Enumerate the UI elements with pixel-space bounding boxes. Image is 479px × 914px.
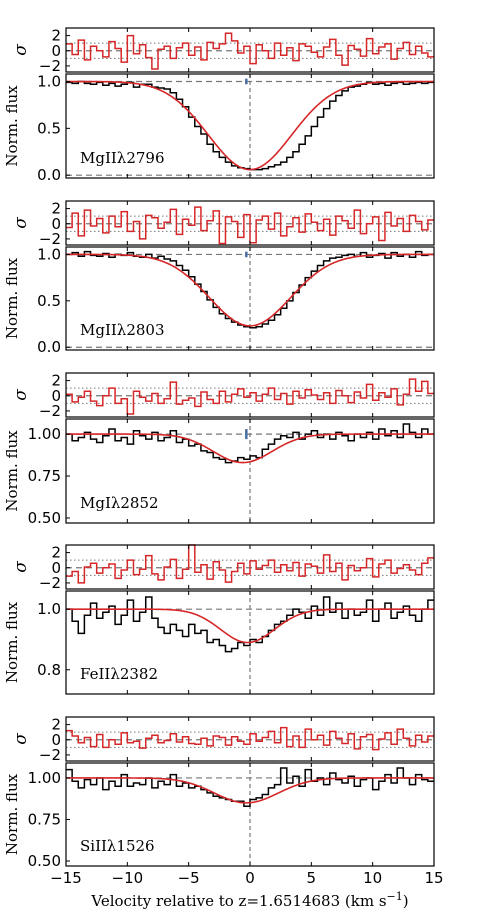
- residual-tick-label: 2: [51, 544, 61, 562]
- residual-tick-label: −2: [39, 57, 61, 75]
- x-tick-label: −10: [112, 869, 144, 887]
- residual-tick-label: −2: [39, 230, 61, 248]
- residual-panel: 20−2 σ: [11, 544, 435, 592]
- x-tick-label: 0: [245, 869, 255, 887]
- flux-tick-label: 0.5: [37, 292, 61, 310]
- residual-tick-label: −2: [39, 746, 61, 764]
- residual-axis-label: σ: [11, 561, 31, 573]
- residual-steps: [66, 206, 434, 245]
- flux-axis-label: Norm. flux: [3, 430, 21, 512]
- flux-steps: [66, 767, 434, 807]
- residual-axis-label: σ: [11, 44, 31, 56]
- flux-tick-label: 0.50: [28, 852, 61, 870]
- residual-tick-label: 2: [51, 372, 61, 390]
- residual-axis-label: σ: [11, 733, 31, 745]
- flux-tick-label: 0.75: [28, 467, 61, 485]
- flux-tick-label: 0.0: [37, 338, 61, 356]
- model-fit-curve: [66, 777, 434, 804]
- residual-steps: [66, 544, 434, 584]
- residual-steps: [66, 378, 434, 415]
- ion-label: FeIIλ2382: [80, 665, 158, 683]
- flux-tick-label: 0.75: [28, 810, 61, 828]
- x-axis-title: Velocity relative to z=1.6514683 (km s−1…: [90, 890, 408, 910]
- residual-tick-label: 0: [51, 215, 61, 233]
- residual-axis-label: σ: [11, 389, 31, 401]
- residual-axis-label: σ: [11, 217, 31, 229]
- flux-tick-label: 0.0: [37, 166, 61, 184]
- residual-tick-label: 0: [51, 387, 61, 405]
- flux-tick-label: 1.0: [37, 72, 61, 90]
- residual-tick-label: 0: [51, 559, 61, 577]
- residual-tick-label: 2: [51, 27, 61, 45]
- residual-tick-label: 2: [51, 200, 61, 218]
- residual-panel: 20−2 σ: [11, 372, 435, 420]
- model-fit-curve: [66, 253, 434, 327]
- x-tick-label: 10: [363, 869, 382, 887]
- ion-label: MgIIλ2803: [80, 321, 165, 339]
- ion-label: SiIIλ1526: [80, 837, 155, 855]
- x-tick-label: 15: [424, 869, 443, 887]
- flux-panel: 1.00 0.75 0.50 MgIλ2852 Norm. flux: [3, 418, 435, 527]
- flux-tick-label: 1.00: [28, 769, 61, 787]
- flux-tick-label: 0.5: [37, 119, 61, 137]
- flux-tick-label: 0.50: [28, 509, 61, 527]
- x-tick-label: 5: [307, 869, 317, 887]
- residual-panel: 20−2 σ: [11, 200, 435, 248]
- panel-3: 20−2 σ 1.00 0.75 0.50 MgIλ2852 Norm. flux: [3, 372, 435, 527]
- residual-panel: 20−2 σ: [11, 716, 435, 764]
- residual-tick-label: −2: [39, 402, 61, 420]
- flux-axis-label: Norm. flux: [3, 773, 21, 855]
- residual-tick-label: 2: [51, 716, 61, 734]
- panel-5: 20−2σ1.000.750.50−15 −10 −5 0 5 10 15SiIIλ1526…: [3, 716, 444, 887]
- x-tick-label: −5: [178, 869, 200, 887]
- flux-steps: [66, 250, 434, 329]
- panel-4: 20−2 σ 1.0 0.8 FeIIλ2382 Norm. flux: [3, 544, 435, 695]
- residual-tick-label: −2: [39, 574, 61, 592]
- model-fit-curve: [66, 608, 434, 644]
- panel-1: 20−2 σ 1.0 0.5 0.0 MgIIλ2796 Norm. flux: [3, 27, 435, 184]
- flux-panel: 1.0 0.5 0.0 MgIIλ2803 Norm. flux: [3, 245, 435, 356]
- flux-panel: 1.0 0.8 FeIIλ2382 Norm. flux: [3, 590, 435, 695]
- flux-tick-label: 1.0: [37, 600, 61, 618]
- flux-tick-label: 1.00: [28, 425, 61, 443]
- flux-axis-label: Norm. flux: [3, 257, 21, 339]
- flux-tick-label: 0.8: [37, 661, 61, 679]
- residual-panel: 20−2 σ: [11, 27, 435, 75]
- residual-tick-label: 0: [51, 731, 61, 749]
- residual-tick-label: 0: [51, 42, 61, 60]
- flux-panel: 1.00 0.75 0.50−15 −10 −5 0 5 10 15 SiIIλ1526 Norm.…: [3, 762, 444, 887]
- residual-steps: [66, 726, 434, 751]
- flux-axis-label: Norm. flux: [3, 85, 21, 167]
- flux-panel: 1.0 0.5 0.0 MgIIλ2796 Norm. flux: [3, 72, 435, 184]
- flux-axis-label: Norm. flux: [3, 601, 21, 683]
- model-fit-curve: [66, 433, 434, 464]
- residual-steps: [66, 32, 434, 70]
- panel-2: 20−2 σ 1.0 0.5 0.0 MgIIλ2803 Norm. flux: [3, 200, 435, 356]
- model-fit-curve: [66, 80, 434, 171]
- x-tick-label: −15: [50, 869, 82, 887]
- ion-label: MgIIλ2796: [80, 149, 165, 167]
- ion-label: MgIλ2852: [80, 494, 159, 512]
- flux-tick-label: 1.0: [37, 245, 61, 263]
